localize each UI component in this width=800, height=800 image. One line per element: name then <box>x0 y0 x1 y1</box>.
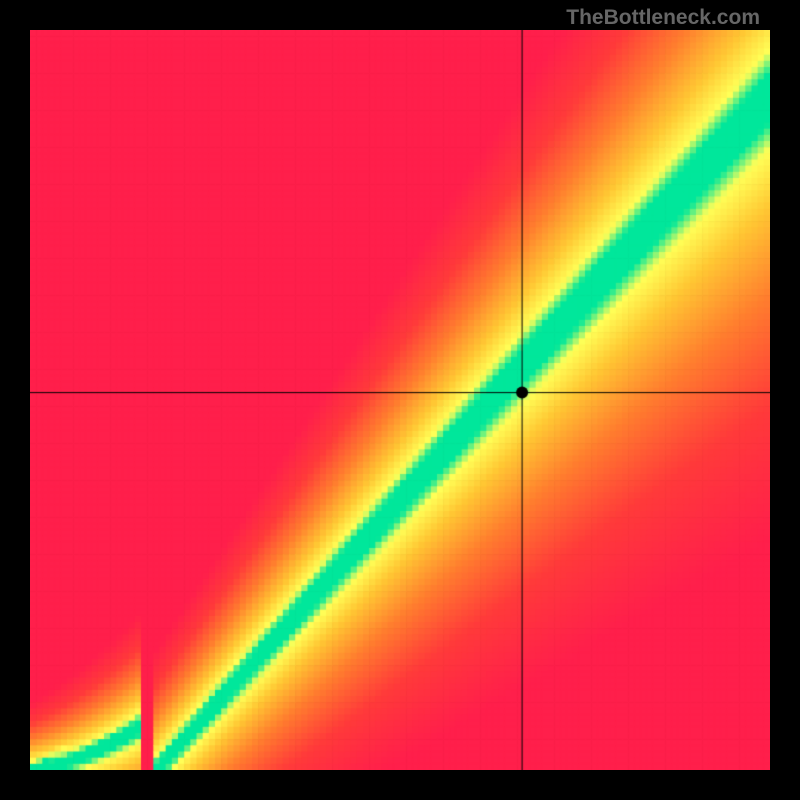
watermark: TheBottleneck.com <box>566 6 760 30</box>
chart-container: TheBottleneck.com <box>0 0 800 800</box>
bottleneck-heatmap <box>30 30 770 770</box>
